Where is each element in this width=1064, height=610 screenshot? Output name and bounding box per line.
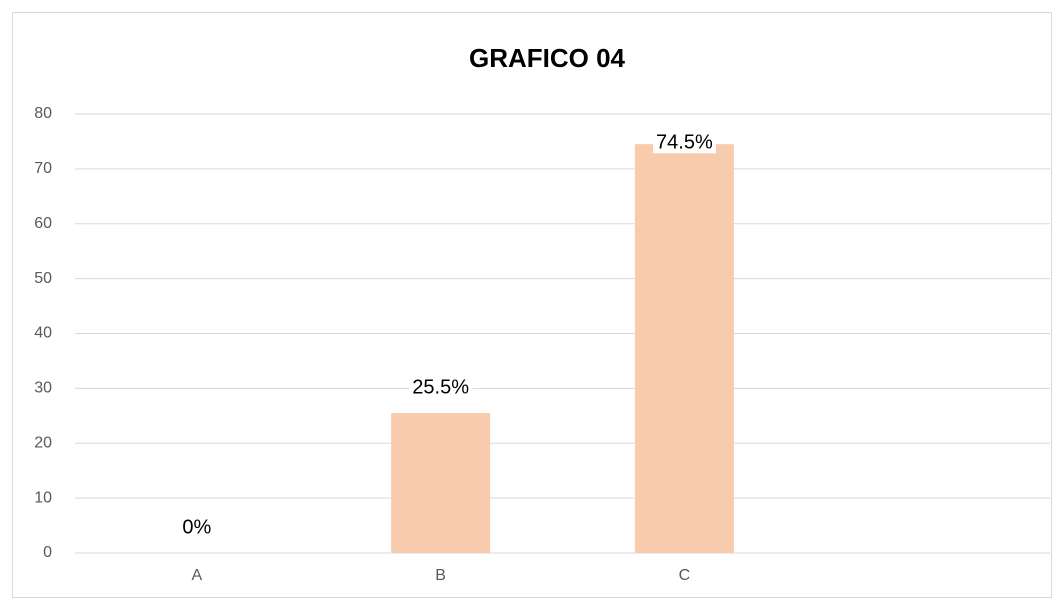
- y-tick-label: 10: [34, 489, 52, 506]
- y-tick-label: 30: [34, 380, 52, 397]
- data-label: 25.5%: [412, 376, 469, 398]
- bar: [391, 413, 491, 553]
- bar: [634, 144, 734, 553]
- chart-title: GRAFICO 04: [469, 43, 626, 73]
- y-tick-label: 40: [34, 325, 52, 342]
- y-tick-label: 80: [34, 105, 52, 122]
- y-tick-label: 0: [43, 544, 52, 561]
- data-label: 0%: [182, 516, 211, 538]
- data-label-bg: [179, 516, 215, 539]
- x-tick-label: A: [192, 567, 203, 584]
- data-label-bg: [409, 376, 473, 399]
- y-tick-label: 50: [34, 270, 52, 287]
- y-tick-label: 60: [34, 215, 52, 232]
- data-label-bg: [653, 131, 716, 154]
- x-tick-label: B: [435, 567, 446, 584]
- data-label: 74.5%: [656, 131, 713, 153]
- chart-frame: [12, 12, 1052, 598]
- y-tick-label: 20: [34, 434, 52, 451]
- x-tick-label: C: [679, 567, 691, 584]
- y-tick-label: 70: [34, 160, 52, 177]
